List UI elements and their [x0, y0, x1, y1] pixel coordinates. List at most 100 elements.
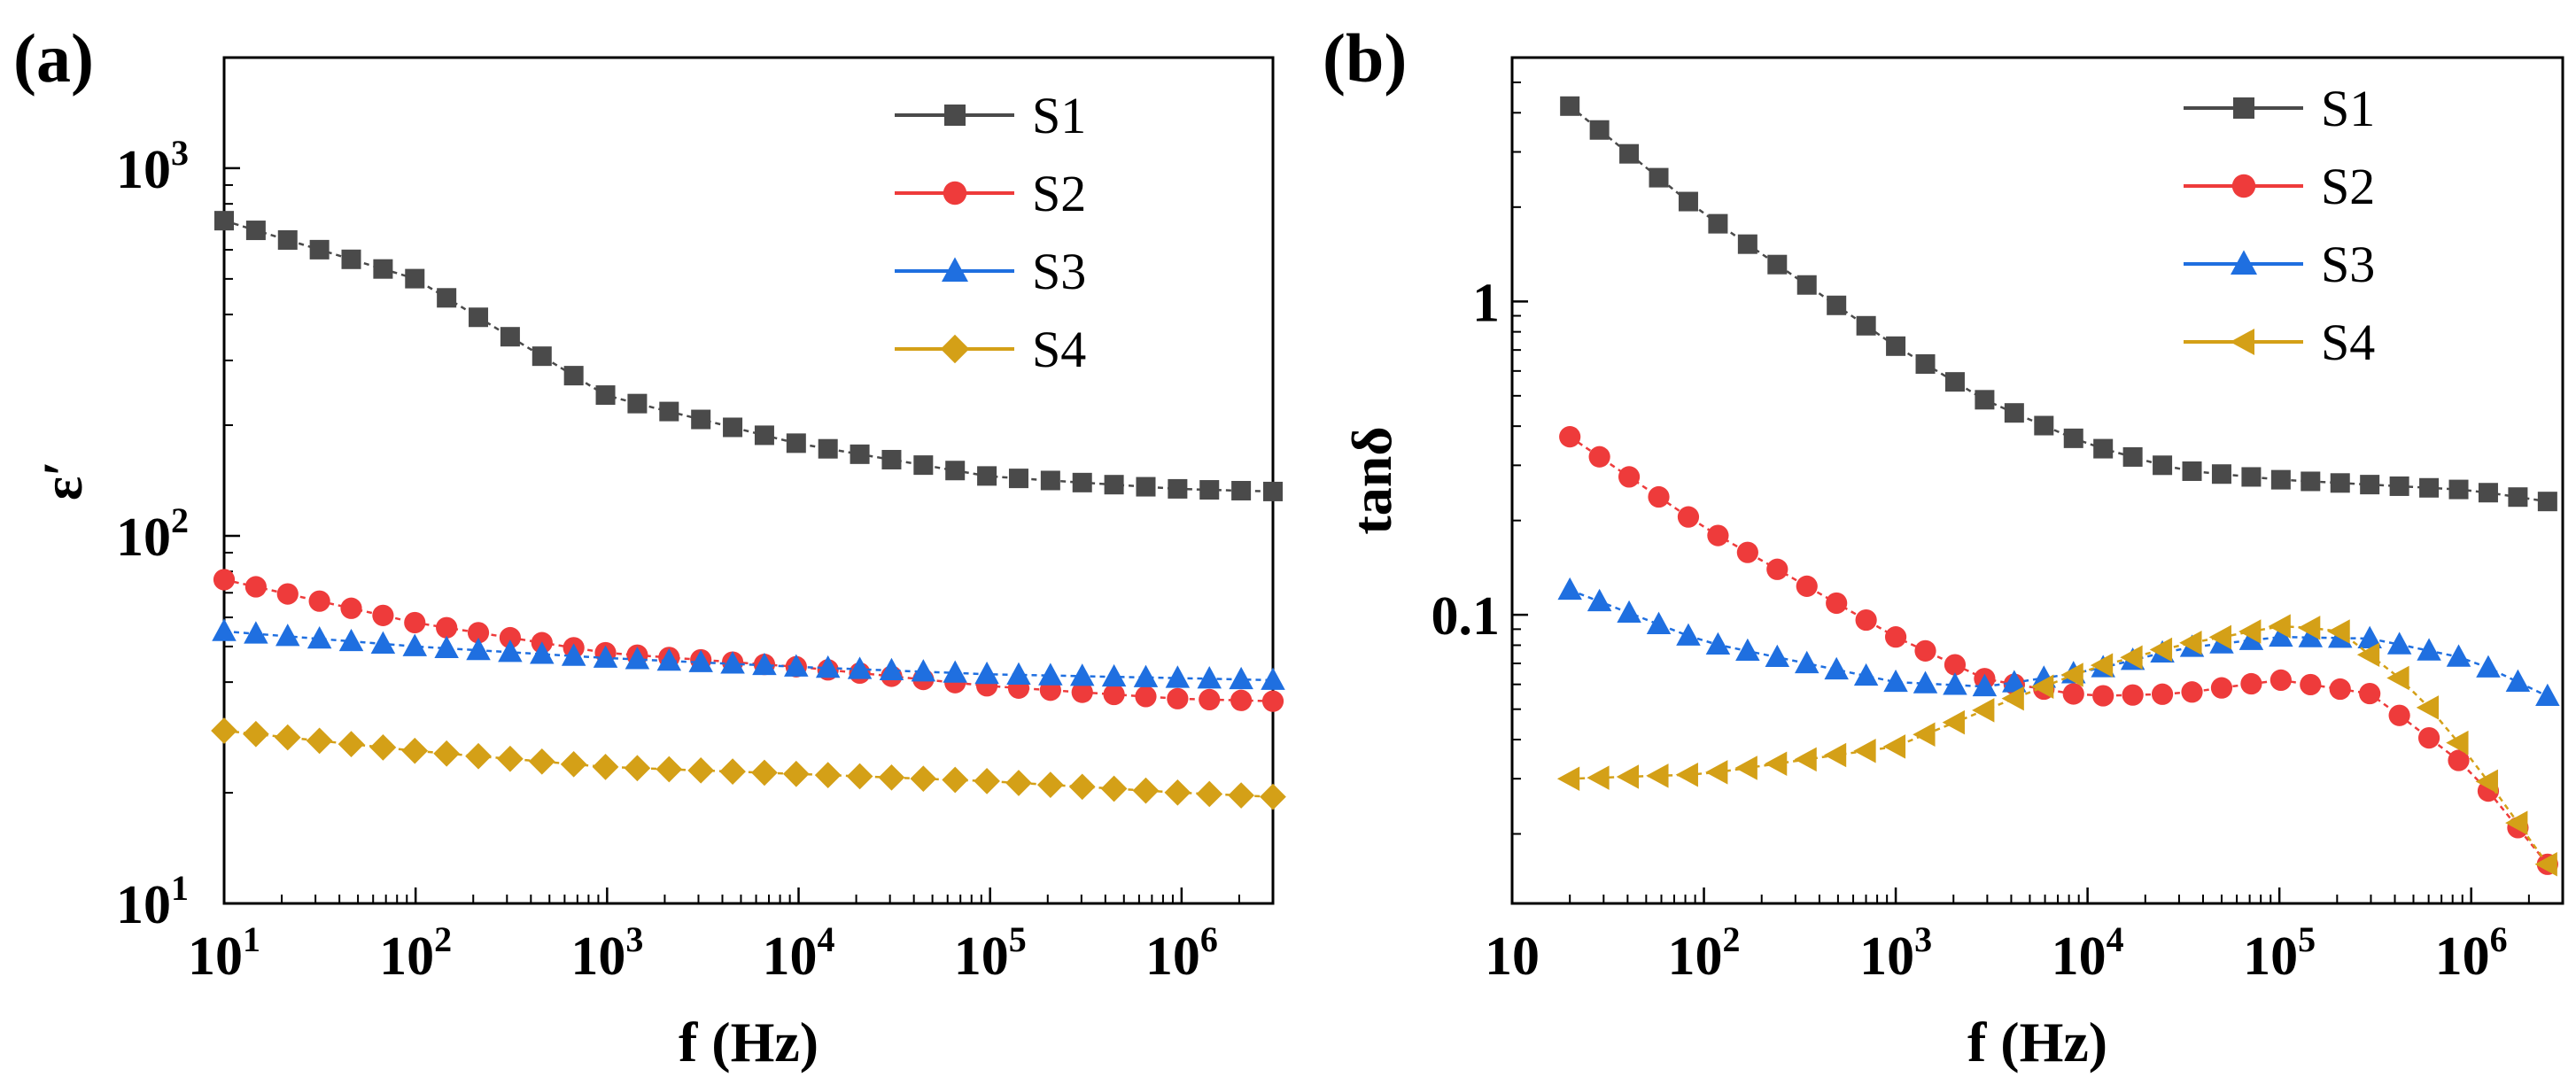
data-point	[1617, 600, 1641, 624]
data-point	[846, 763, 873, 790]
series-S1	[214, 211, 1283, 501]
data-point	[1588, 446, 1610, 468]
data-point	[341, 249, 361, 269]
data-point	[244, 621, 268, 644]
data-point	[2002, 670, 2027, 693]
data-point	[1675, 762, 1698, 787]
data-point	[1708, 213, 1728, 234]
data-point	[2360, 475, 2380, 495]
data-point	[1557, 577, 1582, 601]
data-point	[1853, 738, 1876, 763]
data-point	[434, 635, 459, 659]
data-point	[2270, 469, 2291, 490]
data-point	[2419, 477, 2440, 498]
data-point	[1794, 650, 1819, 674]
series-line	[223, 219, 1274, 493]
data-point	[306, 727, 333, 755]
data-point	[1136, 477, 1156, 497]
data-point	[1648, 485, 1670, 508]
data-point	[2090, 653, 2114, 678]
data-point	[1168, 478, 1188, 499]
data-point	[2476, 655, 2501, 678]
panel-label: (b)	[1323, 19, 1407, 97]
data-point	[2093, 438, 2114, 459]
plot-frame	[1510, 56, 2564, 905]
data-point	[1231, 480, 1252, 500]
legend-marker	[2231, 174, 2256, 198]
data-point	[1944, 654, 1967, 676]
data-point	[977, 466, 997, 486]
series-S3	[1557, 577, 2560, 707]
data-point	[369, 734, 397, 761]
data-point	[1008, 469, 1028, 489]
data-point	[2181, 681, 2203, 703]
data-point	[1132, 777, 1160, 804]
legend-marker	[942, 257, 968, 282]
data-point	[306, 625, 332, 649]
x-tick-label: 106	[1145, 919, 1218, 987]
data-point	[1559, 426, 1581, 448]
data-point	[911, 659, 936, 682]
data-point	[943, 660, 967, 683]
data-point	[2149, 637, 2173, 663]
data-point	[2120, 645, 2143, 670]
series-line	[1569, 105, 2549, 503]
legend-marker	[944, 105, 966, 126]
data-point	[2182, 461, 2202, 481]
data-point	[2060, 663, 2083, 687]
data-point	[1587, 588, 1612, 612]
data-point	[1165, 665, 1191, 688]
data-point	[881, 449, 902, 469]
data-point	[530, 641, 555, 664]
data-point	[1103, 683, 1125, 706]
data-point	[1068, 773, 1096, 801]
panel-b-tan-delta-chart: 10 102 103 104 105 106 0.1 1 f (Hz) tanδ (b) S1 S2 S3…	[1323, 19, 2564, 1073]
series-S4	[211, 717, 1286, 810]
data-point	[2505, 669, 2531, 692]
y-tick-label: 103	[116, 133, 189, 200]
legend-item-S3: S3	[2184, 236, 2375, 293]
legend-label: S4	[1032, 321, 1086, 378]
series-line	[1570, 624, 2549, 865]
data-point	[1071, 681, 1093, 703]
legend-item-S2: S2	[2184, 158, 2375, 215]
data-point	[563, 366, 584, 386]
data-point	[2238, 627, 2264, 650]
data-point	[2448, 749, 2470, 771]
data-point	[404, 611, 426, 634]
data-point	[212, 618, 237, 641]
data-point	[2329, 678, 2351, 701]
data-point	[1229, 666, 1253, 690]
data-point	[1913, 670, 1938, 694]
data-point	[2534, 852, 2557, 877]
data-point	[782, 760, 810, 787]
data-point	[2208, 624, 2231, 650]
legend-marker	[940, 334, 970, 364]
data-point	[815, 655, 841, 678]
series-line	[1569, 436, 2549, 865]
data-point	[1005, 770, 1032, 796]
x-axis-title: f (Hz)	[1967, 1011, 2107, 1073]
data-point	[1677, 506, 1700, 528]
data-point	[1942, 709, 1965, 735]
data-point	[1040, 470, 1060, 491]
data-point	[1038, 663, 1063, 686]
data-point	[1734, 756, 1757, 780]
data-point	[1618, 466, 1641, 488]
data-point	[433, 740, 461, 767]
legend-marker	[943, 181, 967, 205]
y-axis-title: tanδ	[1340, 426, 1403, 534]
data-point	[754, 425, 774, 446]
data-point	[560, 750, 587, 778]
legend-marker	[2230, 329, 2254, 355]
data-point	[2330, 473, 2350, 493]
legend-item-S1: S1	[2184, 80, 2375, 137]
data-point	[1944, 372, 1965, 392]
series-S2	[1559, 426, 2558, 875]
data-point	[2448, 479, 2469, 500]
x-tick-label: 104	[2052, 919, 2124, 987]
data-point	[720, 651, 745, 674]
data-point	[1260, 783, 1286, 810]
data-point	[2151, 683, 2174, 705]
data-point	[276, 583, 299, 605]
